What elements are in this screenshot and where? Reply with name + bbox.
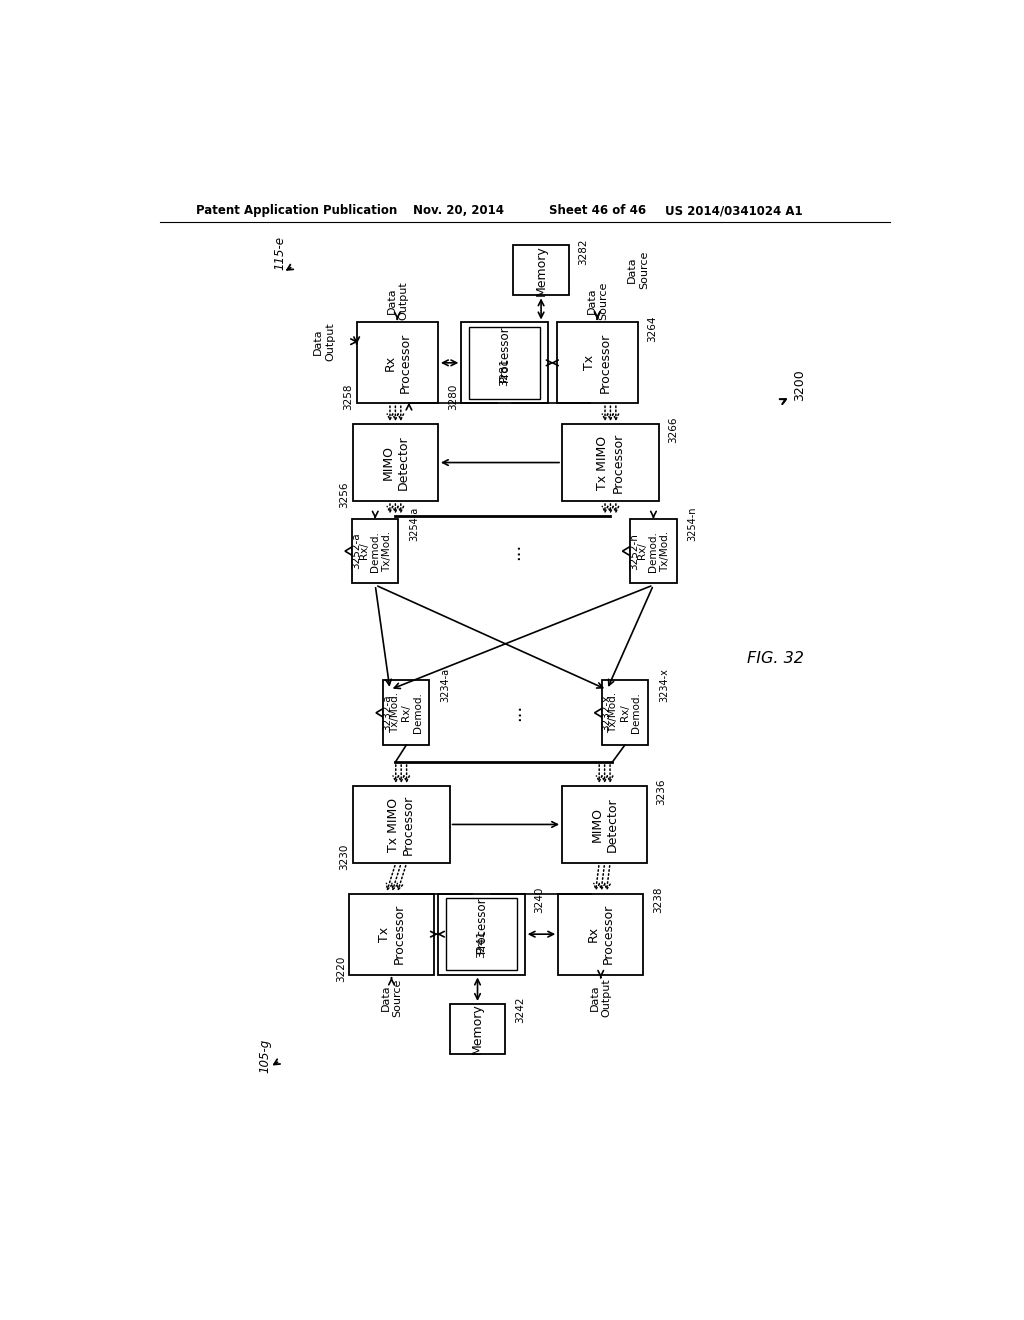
Text: Tx MIMO
Processor: Tx MIMO Processor [387,795,415,854]
FancyBboxPatch shape [461,322,548,404]
FancyBboxPatch shape [438,894,524,974]
FancyBboxPatch shape [352,519,398,583]
Text: 3232-x: 3232-x [601,694,611,731]
Text: Processor: Processor [475,896,487,953]
Text: MIMO
Detector: MIMO Detector [381,436,410,490]
Text: Tx
Processor: Tx Processor [584,333,611,393]
FancyBboxPatch shape [383,681,429,744]
Text: 3241: 3241 [476,929,486,957]
Text: US 2014/0341024 A1: US 2014/0341024 A1 [665,205,803,218]
Polygon shape [595,705,608,721]
Text: 3256: 3256 [340,482,349,508]
Text: ...: ... [505,543,523,560]
Polygon shape [376,705,390,721]
FancyBboxPatch shape [562,424,658,502]
Text: 115-e: 115-e [273,236,287,271]
Text: 3240: 3240 [535,887,544,913]
FancyBboxPatch shape [349,894,434,974]
Text: 3234-a: 3234-a [440,668,451,702]
Text: 3230: 3230 [340,843,349,870]
Text: Data
Source: Data Source [627,251,649,289]
Text: 3281: 3281 [500,358,510,387]
Text: Memory: Memory [471,1003,484,1055]
Text: FIG. 32: FIG. 32 [746,651,804,667]
Text: Data
Output: Data Output [590,978,611,1018]
Text: 3258: 3258 [343,384,353,411]
Text: 3242: 3242 [515,997,524,1023]
Text: 3282: 3282 [579,239,588,265]
Text: 3234-x: 3234-x [658,668,669,702]
FancyBboxPatch shape [356,322,438,404]
Text: Patent Application Publication: Patent Application Publication [197,205,397,218]
Text: Memory: Memory [535,246,548,296]
FancyBboxPatch shape [352,424,438,502]
Text: Tx MIMO
Processor: Tx MIMO Processor [596,433,625,492]
Text: Tx
Processor: Tx Processor [378,904,406,965]
Text: 3200: 3200 [793,370,806,401]
Text: 3232-a: 3232-a [383,694,392,731]
Text: Rx/
Demod.
Tx/Mod.: Rx/ Demod. Tx/Mod. [358,531,392,572]
FancyBboxPatch shape [450,1003,506,1053]
FancyBboxPatch shape [352,785,450,863]
Text: Nov. 20, 2014: Nov. 20, 2014 [414,205,504,218]
Text: Data
Source: Data Source [587,281,608,319]
Text: 3254-n: 3254-n [687,506,697,541]
Text: Rx
Processor: Rx Processor [383,333,412,393]
FancyBboxPatch shape [445,899,517,970]
Text: Tx/Mod.
Rx/
Demod.: Tx/Mod. Rx/ Demod. [608,692,641,734]
Text: Data
Source: Data Source [381,978,402,1016]
FancyBboxPatch shape [557,322,638,404]
Text: 3238: 3238 [652,887,663,913]
Text: Processor: Processor [498,325,511,381]
Text: Tx/Mod.
Rx/
Demod.: Tx/Mod. Rx/ Demod. [389,692,423,734]
FancyBboxPatch shape [601,681,648,744]
Text: 3266: 3266 [669,417,678,444]
Text: 3280: 3280 [449,384,458,411]
FancyBboxPatch shape [469,327,541,399]
Text: 3252-n: 3252-n [629,533,639,569]
Polygon shape [623,543,636,560]
Text: Data
Output: Data Output [313,322,335,362]
Text: Rx/
Demod.
Tx/Mod.: Rx/ Demod. Tx/Mod. [637,531,670,572]
Text: 3264: 3264 [647,315,657,342]
Text: 105-g: 105-g [258,1039,271,1073]
FancyBboxPatch shape [558,894,643,974]
Text: Data
Output: Data Output [386,281,409,321]
Text: 3220: 3220 [336,956,346,982]
Text: 3252-a: 3252-a [351,533,361,569]
Text: MIMO
Detector: MIMO Detector [591,797,618,851]
Text: 3236: 3236 [656,779,667,805]
Text: 3254-a: 3254-a [410,507,419,540]
Text: ...: ... [507,704,524,722]
Text: Sheet 46 of 46: Sheet 46 of 46 [549,205,646,218]
FancyBboxPatch shape [513,246,569,296]
Polygon shape [345,543,359,560]
FancyBboxPatch shape [630,519,677,583]
Text: Rx
Processor: Rx Processor [587,904,614,965]
FancyBboxPatch shape [562,785,647,863]
